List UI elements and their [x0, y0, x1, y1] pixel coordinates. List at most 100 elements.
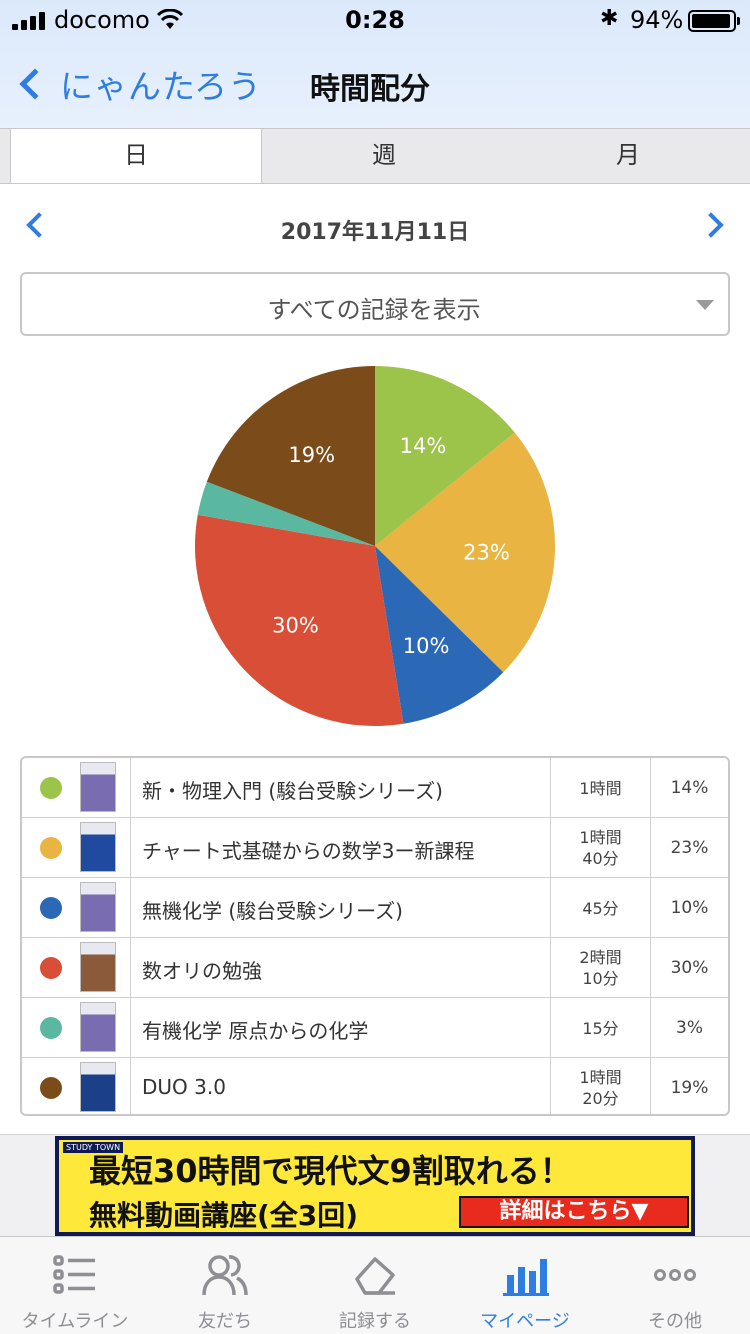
- ad-subline: 無料動画講座(全3回): [89, 1199, 359, 1232]
- record-percent: 30%: [670, 958, 709, 978]
- battery-icon: [688, 10, 740, 32]
- record-percent: 3%: [676, 1018, 703, 1038]
- pie-slice-label: 10%: [403, 634, 450, 658]
- back-button[interactable]: にゃんたろう: [14, 60, 262, 108]
- record-color-dot: [40, 1077, 62, 1099]
- tabbar-more[interactable]: その他: [600, 1237, 750, 1334]
- column-divider: [650, 1058, 651, 1114]
- tab-month[interactable]: 月: [616, 141, 640, 169]
- pie-slice: [206, 366, 375, 546]
- record-duration-line: 40分: [582, 849, 619, 868]
- record-duration: 2時間 10分: [551, 938, 650, 998]
- record-title: 無機化学 (駿台受験シリーズ): [142, 899, 403, 923]
- record-row[interactable]: 有機化学 原点からの化学 15分 3%: [22, 998, 728, 1058]
- record-color-dot: [40, 837, 62, 859]
- book-cover-thumbnail: [80, 1062, 116, 1112]
- carrier-name: docomo: [54, 6, 150, 34]
- banner-ad[interactable]: STUDY TOWN 最短30時間で現代文9割取れる！ 無料動画講座(全3回) …: [55, 1136, 695, 1236]
- status-time: 0:28: [345, 6, 405, 34]
- record-percent: 19%: [670, 1078, 709, 1098]
- record-row[interactable]: 数オリの勉強 2時間 10分 30%: [22, 938, 728, 998]
- pie-slice-label: 30%: [272, 613, 319, 637]
- record-color-dot: [40, 1017, 62, 1039]
- record-duration-line: 15分: [582, 1018, 619, 1038]
- record-title: 新・物理入門 (駿台受験シリーズ): [142, 779, 443, 803]
- record-duration: 1時間 20分: [551, 1058, 650, 1114]
- signal-icon: [12, 12, 48, 30]
- record-color-dot: [40, 957, 62, 979]
- ad-logo: STUDY TOWN: [63, 1142, 124, 1153]
- record-duration: 1時間 40分: [551, 818, 650, 878]
- battery-percent: 94%: [630, 6, 684, 34]
- pie-slice: [194, 514, 404, 726]
- record-list: 新・物理入門 (駿台受験シリーズ) 1時間 14% チャート式基礎からの数学3ー新課程…: [20, 756, 730, 1116]
- column-divider: [130, 878, 131, 938]
- eraser-icon: [355, 1257, 395, 1295]
- column-divider: [650, 818, 651, 878]
- header: docomo 0:28 ✱ 94% にゃんたろう 時間配分: [0, 0, 750, 128]
- record-duration: 45分: [551, 878, 650, 938]
- time-distribution-pie-chart: 14% 23% 10% 30% 19%: [194, 366, 555, 726]
- column-divider: [130, 1058, 131, 1114]
- tab-week[interactable]: 週: [372, 141, 396, 169]
- tabbar-record[interactable]: 記録する: [300, 1237, 450, 1334]
- column-divider: [130, 818, 131, 878]
- filter-label: すべての記録を表示: [267, 296, 481, 324]
- tabbar-friends-label: 友だち: [198, 1311, 252, 1332]
- record-percent: 10%: [670, 898, 709, 918]
- book-cover-thumbnail: [80, 1002, 116, 1052]
- record-filter-select[interactable]: すべての記録を表示: [20, 272, 730, 336]
- column-divider: [550, 938, 551, 998]
- book-cover-thumbnail: [80, 882, 116, 932]
- pie-slice-label: 19%: [288, 443, 335, 467]
- date-navigator: 2017年11月11日: [0, 200, 750, 256]
- tabbar-record-label: 記録する: [339, 1311, 411, 1332]
- record-title: DUO 3.0: [142, 1075, 226, 1099]
- record-row[interactable]: DUO 3.0 1時間 20分 19%: [22, 1058, 728, 1114]
- more-dots-icon: [654, 1269, 696, 1281]
- tabbar-more-label: その他: [648, 1311, 702, 1332]
- column-divider: [550, 998, 551, 1058]
- bar-chart-icon: [503, 1259, 549, 1296]
- dropdown-caret-icon: [696, 300, 714, 310]
- status-bar: docomo 0:28 ✱ 94%: [0, 0, 750, 42]
- tabbar-mypage-label: マイページ: [480, 1311, 570, 1332]
- record-row[interactable]: チャート式基礎からの数学3ー新課程 1時間 40分 23%: [22, 818, 728, 878]
- column-divider: [130, 758, 131, 818]
- record-title: チャート式基礎からの数学3ー新課程: [142, 839, 475, 863]
- record-duration-line: 1時間: [579, 828, 622, 847]
- column-divider: [550, 1058, 551, 1114]
- tabbar-friends[interactable]: 友だち: [150, 1237, 300, 1334]
- record-duration-line: 20分: [582, 1089, 619, 1108]
- tabbar-timeline[interactable]: タイムライン: [0, 1237, 150, 1334]
- record-color-dot: [40, 897, 62, 919]
- record-row[interactable]: 新・物理入門 (駿台受験シリーズ) 1時間 14%: [22, 758, 728, 818]
- period-tabs: 日 週 月: [0, 128, 750, 184]
- record-percent: 23%: [670, 838, 709, 858]
- record-row[interactable]: 無機化学 (駿台受験シリーズ) 45分 10%: [22, 878, 728, 938]
- tab-day[interactable]: 日: [10, 129, 262, 183]
- record-duration: 1時間: [551, 758, 650, 818]
- book-cover-thumbnail: [80, 762, 116, 812]
- tabbar-mypage[interactable]: マイページ: [450, 1237, 600, 1334]
- book-cover-thumbnail: [80, 822, 116, 872]
- back-button-label: にゃんたろう: [60, 67, 263, 106]
- ad-details-button[interactable]: 詳細はこちら▼: [459, 1196, 689, 1228]
- record-duration-line: 1時間: [579, 1068, 622, 1087]
- chevron-left-icon: [19, 68, 51, 100]
- record-color-dot: [40, 777, 62, 799]
- column-divider: [550, 818, 551, 878]
- date-label: 2017年11月11日: [280, 220, 470, 245]
- book-cover-thumbnail: [80, 942, 116, 992]
- bluetooth-icon: ✱: [600, 6, 619, 31]
- column-divider: [550, 878, 551, 938]
- column-divider: [130, 938, 131, 998]
- record-duration-line: 1時間: [579, 778, 622, 798]
- wifi-icon: [156, 9, 184, 29]
- record-duration-line: 45分: [582, 898, 619, 918]
- column-divider: [550, 758, 551, 818]
- pie-slice: [375, 546, 504, 724]
- record-title: 数オリの勉強: [142, 959, 262, 983]
- pie-slice: [375, 366, 515, 546]
- record-percent: 14%: [670, 778, 709, 798]
